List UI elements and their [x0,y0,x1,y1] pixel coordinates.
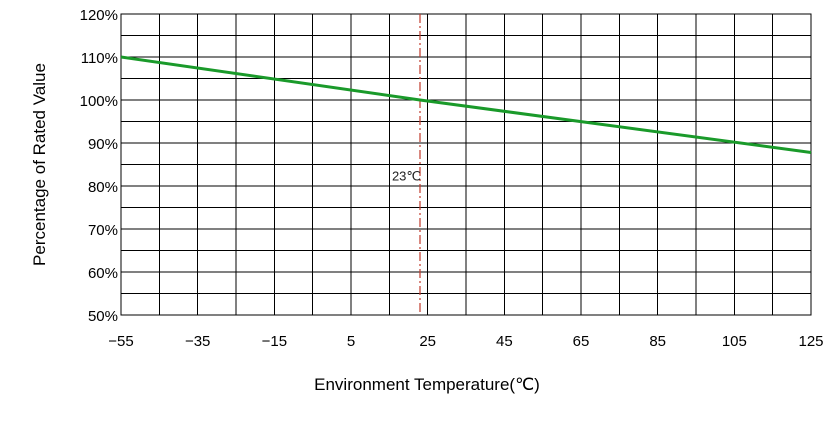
y-tick-label: 100% [80,93,118,110]
x-tick-label: −35 [185,333,210,350]
x-axis-label: Environment Temperature(℃) [314,375,540,394]
x-tick-label: 65 [573,333,590,350]
series-group [120,55,812,154]
series-line [120,55,812,154]
x-tick-label: −55 [108,333,133,350]
x-tick-label: 105 [722,333,747,350]
x-tick-label: 85 [649,333,666,350]
x-tick-labels: −55 −35 −15 5 25 45 65 85 105 125 [108,333,823,350]
y-tick-labels: 50% 60% 70% 80% 90% 100% 110% 120% [80,7,118,325]
reference-line-label: 23℃ [392,168,421,183]
x-tick-label: 125 [798,333,823,350]
y-tick-label: 120% [80,7,118,24]
x-tick-label: 45 [496,333,513,350]
y-tick-label: 70% [88,222,118,239]
y-tick-label: 110% [81,50,118,67]
x-tick-label: −15 [262,333,287,350]
y-axis-label: Percentage of Rated Value [30,63,49,266]
y-tick-label: 50% [88,308,118,325]
y-tick-label: 60% [88,265,118,282]
x-tick-label: 25 [419,333,436,350]
plot-border [120,13,812,316]
plot-frame [120,13,812,316]
y-tick-label: 80% [88,179,118,196]
grid [121,14,811,315]
y-tick-label: 90% [88,136,118,153]
reference-group: 23℃ [392,14,421,315]
x-tick-label: 5 [347,333,355,350]
